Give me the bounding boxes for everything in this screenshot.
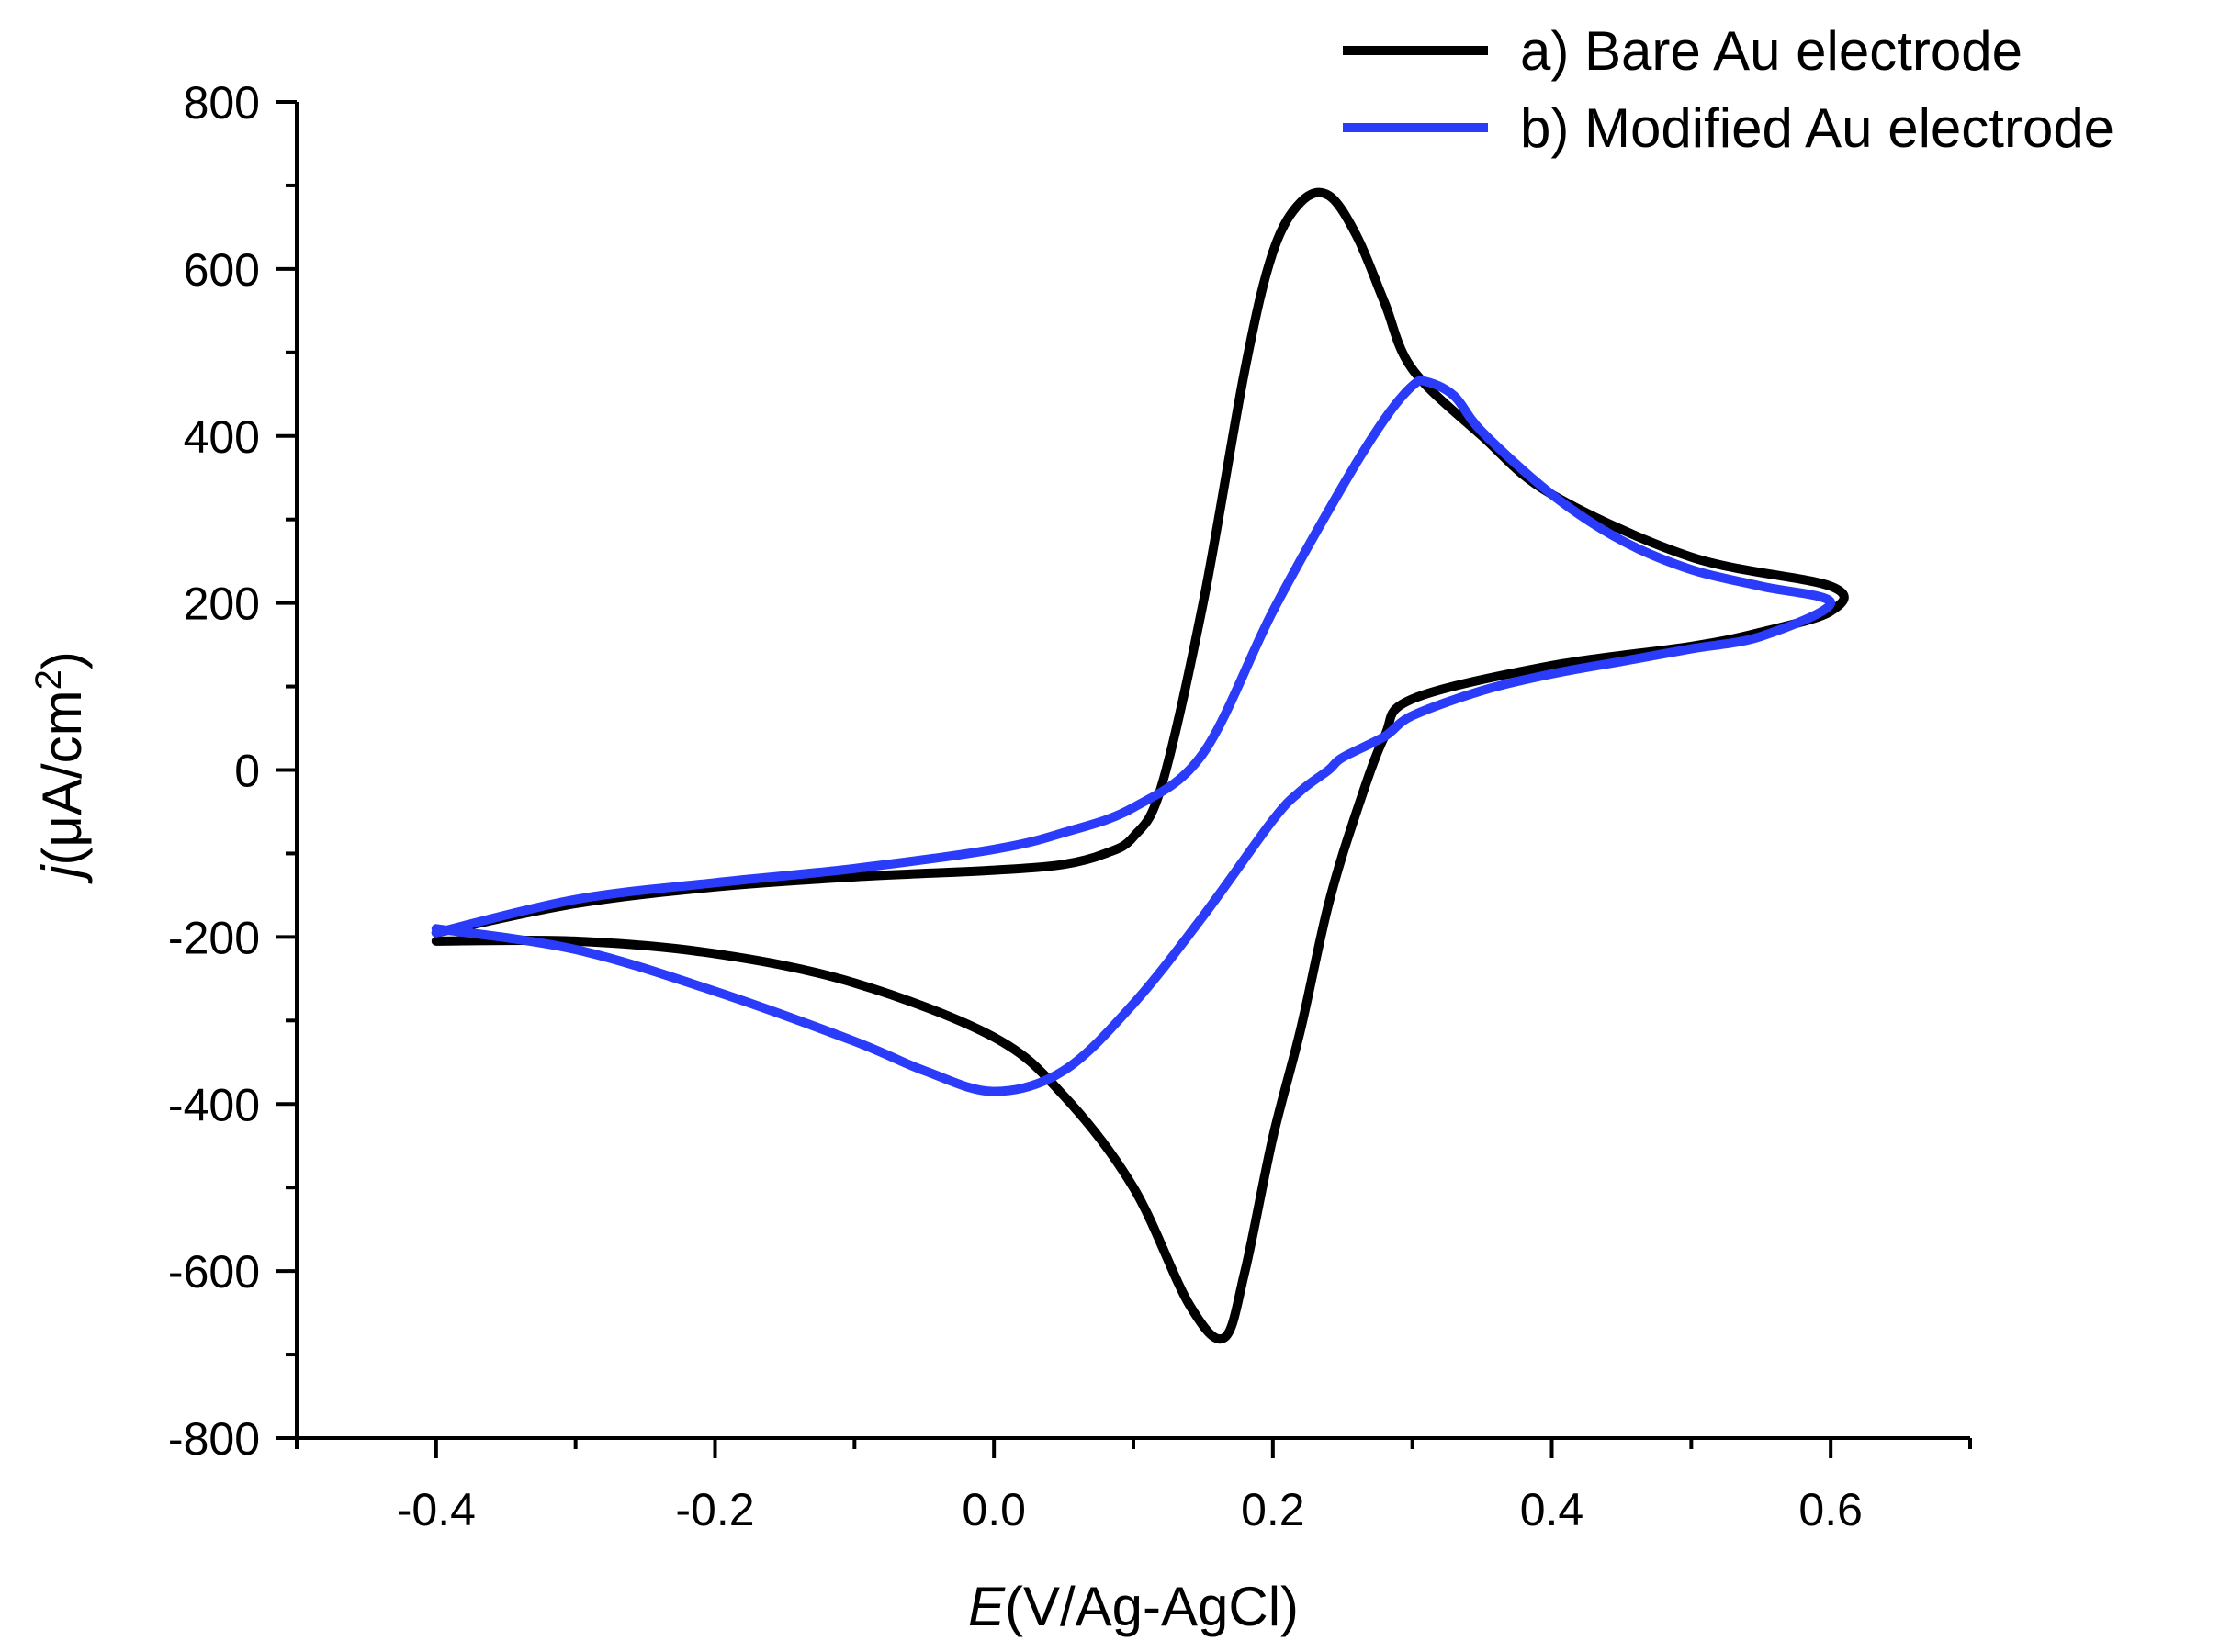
series-line-modified-au [431, 376, 1836, 1096]
series-line-bare-au [431, 187, 1849, 1344]
y-tick-label: 0 [234, 746, 260, 797]
x-tick-label: -0.4 [397, 1484, 476, 1535]
x-tick-label: 0.2 [1241, 1484, 1305, 1535]
y-axis-title: j(μA/cm2) [28, 651, 93, 884]
y-tick-label: -400 [168, 1079, 260, 1130]
x-tick-label: 0.0 [962, 1484, 1026, 1535]
x-tick-label: 0.6 [1798, 1484, 1863, 1535]
y-tick-label: -600 [168, 1246, 260, 1298]
axis-ticks: -800 -600 -400 -200 0 200 400 600 800 -0.4 -0.2 0.0… [168, 77, 1972, 1535]
plot-area [431, 187, 1849, 1344]
legend-label-bare-au: a) Bare Au electrode [1520, 20, 2023, 82]
y-tick-label: 200 [184, 579, 260, 630]
x-tick-label: -0.2 [675, 1484, 754, 1535]
x-axis-title: E(V/Ag-AgCl) [968, 1576, 1299, 1637]
legend: a) Bare Au electrode b) Modified Au elec… [1343, 20, 2114, 159]
x-tick-label: 0.4 [1520, 1484, 1584, 1535]
y-tick-label: 400 [184, 411, 260, 463]
y-tick-label: 800 [184, 77, 260, 129]
y-tick-label: 600 [184, 244, 260, 296]
axes [295, 102, 1970, 1440]
legend-label-modified-au: b) Modified Au electrode [1520, 97, 2114, 159]
y-tick-label: -200 [168, 912, 260, 963]
y-tick-label: -800 [168, 1413, 260, 1465]
